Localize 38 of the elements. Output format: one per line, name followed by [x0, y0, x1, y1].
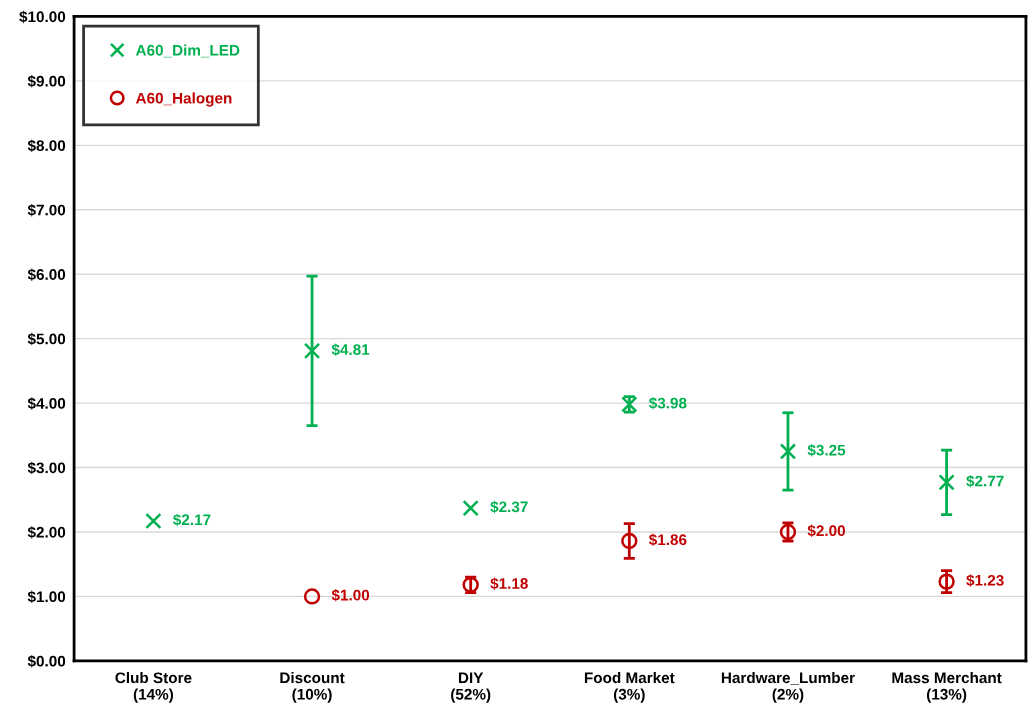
legend-label: A60_Halogen — [135, 92, 232, 107]
y-tick-label: $9.00 — [27, 75, 66, 88]
y-tick-label: $4.00 — [27, 397, 66, 410]
data-label: $2.77 — [966, 474, 1004, 488]
data-label: $1.00 — [331, 589, 370, 602]
y-tick-label: $10.00 — [19, 10, 66, 24]
x-tick-label: Discount (10%) — [280, 671, 345, 703]
x-tick-label: Club Store (14%) — [115, 671, 192, 703]
data-label: $3.25 — [807, 444, 846, 457]
data-label: $1.18 — [490, 577, 528, 590]
point — [938, 573, 955, 590]
data-label: $2.00 — [807, 524, 846, 538]
point — [303, 588, 321, 605]
point — [145, 512, 162, 530]
x-tick-label: DIY (52%) — [451, 672, 491, 703]
legend-label: A60_Dim_LED — [135, 44, 240, 58]
y-tick-label: $6.00 — [27, 268, 66, 281]
y-tick-label: $7.00 — [27, 203, 66, 217]
data-label: $1.86 — [648, 533, 687, 547]
data-label: $1.23 — [966, 574, 1004, 587]
x-tick-label: Mass Merchant (13%) — [892, 671, 1002, 703]
data-label: $2.37 — [490, 500, 528, 514]
point — [779, 443, 797, 460]
y-tick-label: $0.00 — [27, 655, 66, 668]
y-tick-label: $1.00 — [27, 590, 66, 604]
x-tick-label: Food Market (3%) — [584, 671, 675, 703]
point — [462, 499, 479, 517]
data-label: $3.98 — [648, 397, 687, 410]
point — [621, 532, 638, 550]
y-tick-label: $5.00 — [27, 332, 66, 346]
y-tick-label: $2.00 — [27, 526, 66, 539]
y-tick-label: $3.00 — [27, 461, 66, 475]
y-tick-label: $8.00 — [27, 139, 66, 153]
x-tick-label: Hardware_Lumber (2%) — [721, 671, 855, 703]
point — [303, 342, 321, 360]
point — [938, 474, 955, 491]
data-label: $4.81 — [331, 343, 370, 356]
data-label: $2.17 — [173, 513, 211, 527]
